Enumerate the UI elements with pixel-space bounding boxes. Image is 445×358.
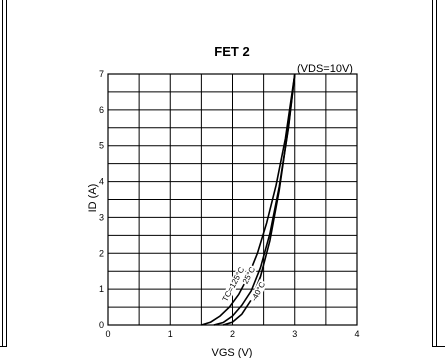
chart-condition-label: (VDS=10V): [297, 63, 353, 75]
series-label-bg-1: [240, 264, 258, 287]
chart-tick-labels: 0 1 2 3 4 0 1 2 3 4 5 6 7: [99, 69, 360, 339]
y-tick-label: 6: [99, 105, 104, 115]
right-panel-border: [432, 0, 445, 347]
x-tick-label: 1: [168, 329, 173, 339]
left-panel-border: [0, 0, 7, 347]
series-label-2: -40°C: [250, 280, 268, 303]
series-label-bg-0: [220, 264, 247, 305]
x-axis-label: VGS (V): [212, 347, 253, 358]
y-tick-label: 5: [99, 141, 104, 151]
x-tick-label: 2: [230, 329, 235, 339]
y-axis-label: ID (A): [87, 184, 99, 213]
series-label-bg-2: [249, 279, 268, 304]
y-tick-label: 4: [99, 177, 104, 187]
plot-border: [107, 73, 358, 326]
y-tick-label: 1: [99, 284, 104, 294]
x-tick-label: 0: [105, 329, 110, 339]
series-line-2: [222, 73, 296, 326]
x-tick-label: 3: [292, 329, 297, 339]
left-panel-inner-line: [2, 0, 3, 346]
chart-title: FET 2: [214, 44, 249, 59]
y-tick-label: 0: [99, 320, 104, 330]
y-tick-label: 7: [99, 69, 104, 79]
x-tick-label: 4: [354, 329, 359, 339]
y-tick-label: 2: [99, 248, 104, 258]
y-tick-label: 3: [99, 212, 104, 222]
right-panel-inner-line: [436, 0, 437, 346]
